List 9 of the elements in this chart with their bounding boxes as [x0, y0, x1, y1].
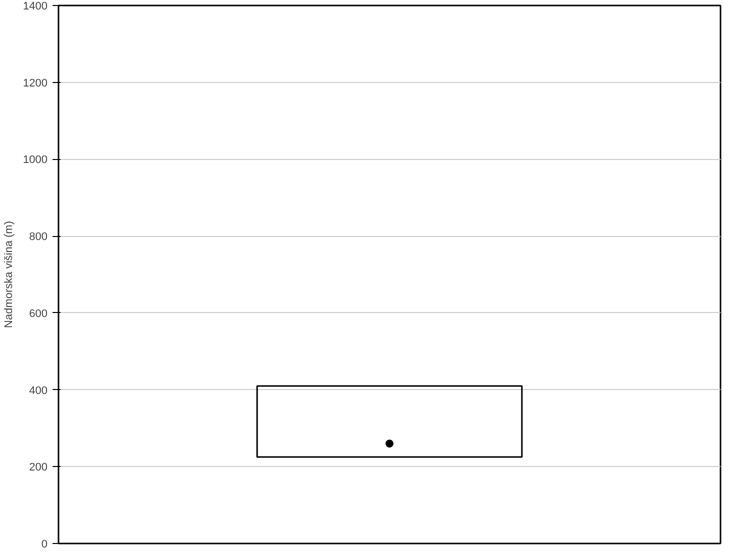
y-tick-label: 400 — [29, 384, 48, 397]
y-tick-label: 200 — [29, 462, 48, 474]
y-tick-label: 1400 — [23, 0, 48, 12]
y-tick-label: 1000 — [23, 154, 48, 166]
y-tick-label: 1200 — [23, 77, 48, 90]
y-tick-label: 800 — [29, 231, 48, 244]
y-tick-label: 0 — [41, 538, 48, 550]
y-tick-label: 600 — [29, 308, 48, 320]
y-axis-title: Nadmorska višina (m) — [3, 221, 16, 328]
